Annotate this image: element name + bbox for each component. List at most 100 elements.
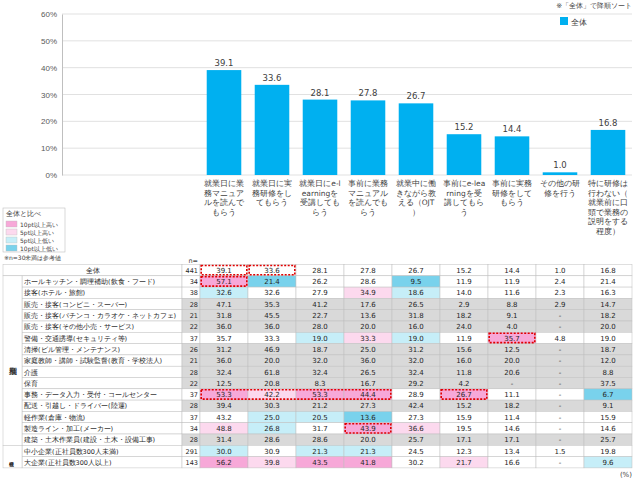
cell-value: 32.6 — [264, 289, 280, 297]
cell-value: 14.7 — [600, 301, 616, 309]
value-cell — [536, 344, 584, 355]
row-label: 介護 — [24, 369, 38, 377]
cell-value: 19.8 — [600, 448, 616, 456]
value-cell — [536, 276, 584, 287]
emphasis-box — [489, 333, 535, 342]
data-label: 1.0 — [553, 160, 567, 170]
value-cell — [440, 276, 488, 287]
cell-value: 26.7 — [408, 267, 424, 275]
value-cell — [440, 366, 488, 377]
label-cell — [3, 265, 182, 276]
value-cell — [200, 457, 248, 468]
cell-value: 13.6 — [360, 312, 376, 320]
data-label: 27.8 — [359, 88, 378, 98]
value-cell — [248, 355, 296, 366]
n-cell — [182, 366, 200, 377]
tick-label: 20% — [41, 117, 57, 126]
value-cell — [440, 411, 488, 422]
cell-value: 25.7 — [408, 436, 424, 444]
cell-value: 39.4 — [216, 402, 232, 410]
n-value: 143 — [186, 459, 198, 467]
value-cell — [488, 400, 536, 411]
category-label: 就業日に業務マニュアルを読んでもらう — [204, 179, 245, 217]
cell-value: 26.5 — [408, 301, 424, 309]
cell-value: 16.7 — [360, 380, 376, 388]
value-cell — [392, 355, 440, 366]
value-cell — [248, 434, 296, 445]
label-cell — [22, 457, 182, 468]
table-row: 販売・接客(その他小売・サービス)2236.036.028.020.016.02… — [22, 321, 632, 332]
cell-value: 20.0 — [264, 357, 280, 365]
cell-value: 11.9 — [456, 278, 472, 286]
tick-label: 60% — [41, 10, 57, 19]
table-row: 配送・引越し・ドライバー(陸運)2839.430.321.227.342.415… — [22, 400, 632, 411]
n-value: 37 — [190, 335, 198, 343]
value-cell — [200, 355, 248, 366]
value-cell — [536, 378, 584, 389]
legend-label: 全体 — [571, 18, 587, 27]
cell-value: 20.8 — [264, 380, 280, 388]
value-cell — [488, 457, 536, 468]
group-label: 会社規模 — [10, 461, 15, 467]
value-cell — [536, 457, 584, 468]
value-cell — [488, 287, 536, 298]
row-label: 販売・接客(その他小売・サービス) — [24, 323, 134, 331]
cell-value: 11.9 — [504, 278, 520, 286]
cell-value: 16.6 — [504, 459, 520, 467]
cell-value: - — [559, 369, 562, 377]
data-label: 39.1 — [215, 58, 234, 68]
value-cell — [248, 332, 296, 343]
cell-value: 4.0 — [506, 323, 517, 331]
value-cell — [296, 423, 344, 434]
n-cell — [182, 400, 200, 411]
cell-value: 11.6 — [504, 289, 520, 297]
cell-value: 28.6 — [360, 278, 376, 286]
legend: 全体 — [560, 17, 587, 27]
cell-value: 33.3 — [264, 335, 280, 343]
cell-value: 43.9 — [360, 425, 376, 433]
legend-swatch — [6, 245, 17, 251]
value-cell — [296, 276, 344, 287]
category-label: 特に研修は行わない（就業前に口頭で業務の説明をする程度） — [588, 179, 628, 236]
cell-value: 30.0 — [216, 448, 232, 456]
table-row: 中小企業(正社員数300人未満)29130.030.921.321.324.51… — [22, 445, 632, 456]
row-label: ホールキッチン・調理補助(飲食・フード) — [24, 278, 155, 286]
cell-value: 26.2 — [312, 278, 328, 286]
cell-value: 16.0 — [408, 323, 424, 331]
grid-line — [62, 67, 632, 68]
cell-value: - — [559, 323, 562, 331]
cell-value: 20.0 — [360, 436, 376, 444]
cell-value: 20.5 — [312, 414, 328, 422]
bar — [351, 100, 386, 175]
row-label: 中小企業(正社員数300人未満) — [24, 448, 118, 456]
n-cell — [182, 423, 200, 434]
cell-value: 4.8 — [554, 335, 565, 343]
cell-value: 28.0 — [312, 323, 328, 331]
cell-value: 25.0 — [360, 346, 376, 354]
cell-value: 21.4 — [264, 278, 280, 286]
row-label: 警備・交通誘導(セキュリティ等) — [24, 335, 127, 343]
value-cell — [344, 457, 392, 468]
cell-value: 14.4 — [504, 267, 520, 275]
cell-value: 33.3 — [360, 335, 376, 343]
cell-value: 17.1 — [504, 436, 520, 444]
value-cell — [200, 298, 248, 309]
value-cell — [584, 378, 632, 389]
row-label: 販売・接客(コンビニ・スーパー) — [24, 301, 127, 309]
n-value: 34 — [190, 425, 198, 433]
value-cell — [392, 389, 440, 400]
value-cell — [296, 344, 344, 355]
cell-value: 39.1 — [216, 267, 232, 275]
value-cell — [536, 310, 584, 321]
cell-value: 8.8 — [602, 369, 613, 377]
n-value: 22 — [190, 380, 198, 388]
row-label: 接客(ホテル・旅館) — [24, 289, 85, 297]
value-cell — [488, 276, 536, 287]
cell-value: 28.1 — [312, 267, 328, 275]
value-cell — [392, 265, 440, 276]
data-label: 15.2 — [455, 122, 474, 132]
cell-value: 14.6 — [504, 425, 520, 433]
value-cell — [344, 287, 392, 298]
value-cell — [488, 265, 536, 276]
tick: 10% — [41, 144, 62, 153]
